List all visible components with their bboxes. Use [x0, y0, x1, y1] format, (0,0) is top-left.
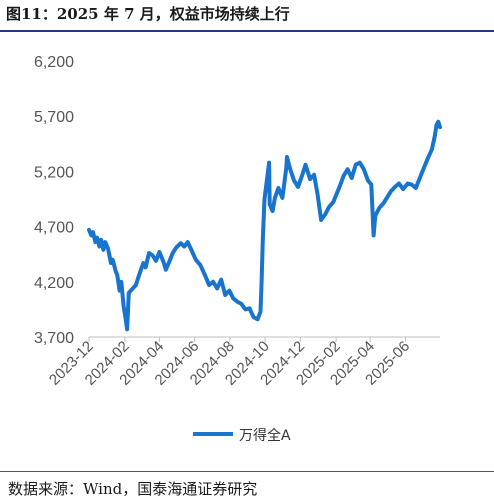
figure-title: 图11：2025 年 7 月，权益市场持续上行	[6, 5, 290, 23]
chart-legend: 万得全A	[193, 427, 291, 444]
y-tick-label: 5,200	[34, 164, 74, 181]
legend-label-wind-all-a: 万得全A	[239, 427, 291, 444]
title-divider	[0, 30, 494, 32]
line-chart: 3,7004,2004,7005,2005,7006,2002023-12202…	[34, 54, 442, 444]
source-note: 数据来源：Wind，国泰海通证券研究	[8, 480, 258, 498]
plot-area: 3,7004,2004,7005,2005,7006,2002023-12202…	[34, 54, 442, 389]
y-tick-label: 3,700	[34, 330, 74, 347]
series-line-wind-all-a	[87, 119, 442, 332]
y-tick-label: 5,700	[34, 109, 74, 126]
y-tick-label: 4,700	[34, 220, 74, 237]
footer-divider	[0, 471, 494, 472]
y-tick-label: 4,200	[34, 275, 74, 292]
y-tick-label: 6,200	[34, 54, 74, 71]
